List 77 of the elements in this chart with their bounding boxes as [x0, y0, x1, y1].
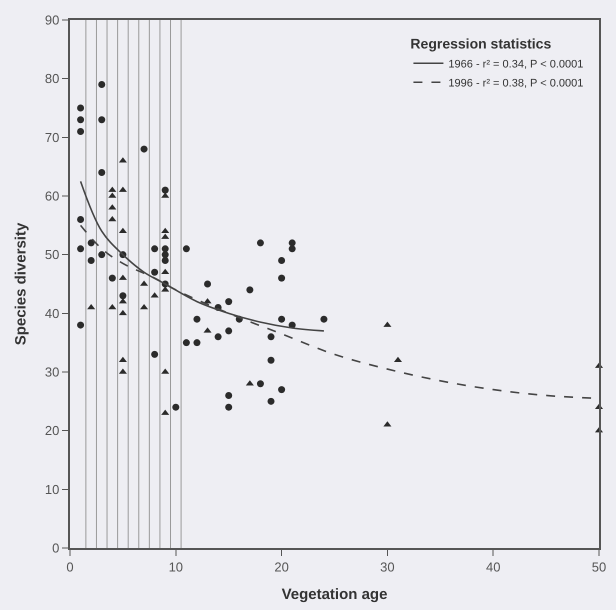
point [225, 392, 232, 399]
point [98, 251, 106, 258]
point [88, 239, 95, 246]
y-tick-label: 30 [44, 364, 60, 380]
y-tick-label: 20 [44, 423, 60, 438]
x-tick-label: 50 [592, 560, 606, 575]
y-axis-title: Species diversity [12, 222, 30, 346]
point [77, 128, 84, 135]
point [151, 350, 158, 358]
point [151, 268, 158, 276]
point [268, 356, 275, 364]
point [256, 380, 264, 388]
point [162, 245, 169, 252]
point [161, 286, 170, 292]
point [214, 333, 222, 340]
point [98, 169, 106, 176]
point [77, 245, 84, 252]
point [278, 316, 286, 323]
point [140, 304, 148, 310]
point [268, 333, 275, 340]
y-tick-label: 60 [44, 188, 60, 204]
point [182, 339, 190, 346]
point [246, 286, 254, 294]
point [98, 81, 106, 88]
y-tick-label: 80 [44, 71, 60, 86]
legend-label: 1966 - r² = 0.34, P < 0.0001 [448, 58, 584, 71]
x-axis-title: Vegetation age [282, 586, 388, 604]
point [108, 304, 116, 310]
point [108, 274, 116, 282]
point [151, 245, 158, 252]
x-tick-label: 40 [486, 560, 500, 575]
x-tick-label: 10 [168, 560, 184, 575]
y-tick-label: 50 [44, 247, 60, 262]
point [288, 245, 296, 252]
point [77, 322, 84, 329]
point [118, 157, 127, 163]
point [204, 327, 212, 333]
point [225, 298, 232, 306]
point [88, 257, 95, 264]
point [108, 216, 116, 222]
point [118, 356, 127, 362]
point [278, 257, 286, 264]
y-tick-label: 90 [44, 12, 60, 28]
y-tick-label: 40 [44, 306, 60, 321]
point [278, 274, 286, 282]
point [140, 146, 148, 153]
point [193, 339, 200, 346]
x-tick-label: 20 [274, 560, 289, 575]
point [268, 398, 275, 405]
point [162, 186, 169, 194]
point [162, 257, 169, 264]
point [172, 404, 180, 411]
y-tick-label: 10 [44, 482, 60, 497]
y-tick-label: 70 [44, 130, 60, 145]
legend-label: 1996 - r² = 0.38, P < 0.0001 [448, 78, 584, 90]
point [256, 239, 264, 246]
point [119, 292, 126, 300]
point [225, 404, 232, 411]
point [225, 327, 232, 334]
point [118, 310, 127, 316]
legend-title: Regression statistics [410, 36, 552, 52]
point [77, 104, 84, 112]
x-tick-label: 30 [380, 560, 395, 575]
point [193, 316, 200, 323]
point [77, 216, 84, 223]
point [161, 268, 170, 274]
point [278, 386, 286, 394]
point [182, 245, 190, 252]
point [77, 116, 84, 124]
point [98, 116, 106, 124]
x-tick-label: 0 [66, 560, 74, 575]
point [320, 316, 328, 323]
y-tick-label: 0 [52, 540, 60, 556]
point [383, 421, 392, 427]
point [288, 239, 296, 246]
point [204, 280, 212, 288]
point [87, 304, 96, 310]
